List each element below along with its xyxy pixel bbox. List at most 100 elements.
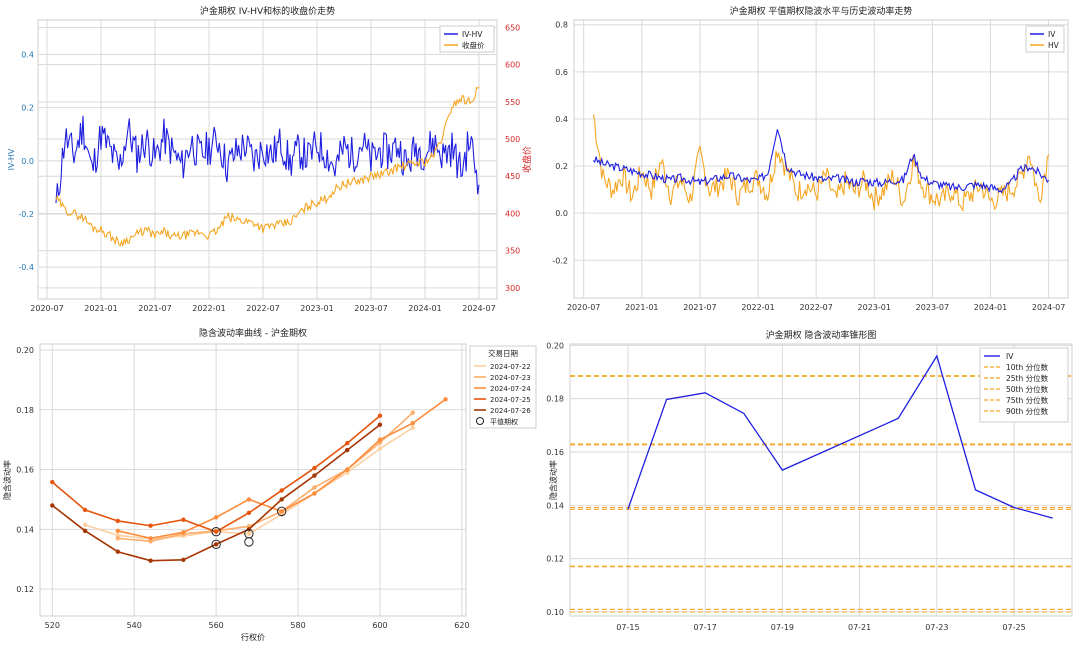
y2-tick-label: 350 bbox=[505, 247, 520, 256]
x-tick-label: 600 bbox=[372, 621, 387, 630]
y-tick-label: 0.0 bbox=[21, 157, 34, 166]
y2-tick-label: 550 bbox=[505, 98, 520, 107]
chart-panel-vol-cone: 07-15 07-17 07-19 07-21 07-23 07-25 0.10 0.12 0.… bbox=[540, 322, 1080, 646]
legend-label: 90th 分位数 bbox=[1006, 406, 1049, 416]
y-tick-label: 0.20 bbox=[16, 346, 34, 355]
x-tick-label: 07-25 bbox=[1002, 623, 1025, 632]
y-tick-label: 0.4 bbox=[21, 51, 34, 60]
x-tick-label: 560 bbox=[208, 621, 223, 630]
y2-tick-label: 300 bbox=[505, 284, 520, 293]
y2-tick-label: 400 bbox=[505, 209, 520, 218]
series-point bbox=[246, 510, 252, 516]
legend-atm-swatch bbox=[476, 417, 484, 425]
y-tick-label: 0.18 bbox=[546, 395, 564, 404]
legend-label: 2024-07-24 bbox=[490, 385, 531, 393]
x-tick-label: 07-21 bbox=[848, 623, 871, 632]
series-point bbox=[377, 446, 383, 451]
y-tick-label: 0.0 bbox=[555, 209, 568, 218]
series-point bbox=[312, 473, 317, 478]
atm-marker bbox=[244, 537, 254, 547]
y-axis-label: 隐含波动率 bbox=[2, 460, 12, 500]
series-point bbox=[181, 530, 186, 535]
y-tick-label: -0.2 bbox=[18, 210, 34, 219]
y-tick-label: 0.16 bbox=[16, 466, 34, 475]
chart-panel-vol-smile: 520 540 560 580 600 620 0.12 0.14 0.16 0.18 0.20 隐含… bbox=[0, 322, 540, 646]
y-tick-label: 0.10 bbox=[546, 608, 564, 617]
series-line-close-price bbox=[55, 86, 480, 247]
series-point bbox=[279, 509, 284, 514]
chart-title: 沪金期权 隐含波动率锥形图 bbox=[766, 329, 877, 341]
series-point bbox=[115, 518, 121, 524]
series-point bbox=[148, 523, 153, 528]
series-point bbox=[115, 528, 121, 534]
y2-tick-label: 600 bbox=[505, 61, 520, 70]
x-tick-label: 2024-07 bbox=[462, 304, 495, 313]
series-line-iv bbox=[592, 129, 1050, 194]
series-point bbox=[443, 397, 448, 402]
series-point bbox=[115, 536, 121, 541]
y-tick-label: 0.20 bbox=[546, 341, 564, 350]
atm-marker bbox=[211, 527, 221, 537]
x-tick-label: 2024-01 bbox=[974, 303, 1007, 312]
y-axis-label: IV-HV bbox=[7, 148, 16, 170]
x-tick-label: 2021-01 bbox=[84, 304, 117, 313]
series-point bbox=[410, 410, 415, 415]
legend-label: HV bbox=[1048, 41, 1060, 50]
chart-iv-hv-trend: 2020-07 2021-01 2021-07 2022-01 2022-07 2023-… bbox=[552, 5, 1069, 312]
legend-box bbox=[979, 347, 1069, 423]
y-tick-label: -0.4 bbox=[18, 263, 34, 272]
x-tick-label: 2022-07 bbox=[246, 304, 279, 313]
series-point bbox=[181, 557, 186, 563]
y-tick-label: 0.6 bbox=[555, 68, 568, 77]
series-point bbox=[279, 497, 284, 502]
series-point bbox=[312, 465, 317, 471]
legend-box bbox=[1025, 25, 1065, 53]
chart-title: 沪金期权 IV-HV和标的收盘价走势 bbox=[200, 5, 335, 17]
series-line-hv bbox=[592, 114, 1050, 213]
y2-tick-label: 650 bbox=[505, 23, 520, 32]
chart-panel-iv-hv-trend: 2020-07 2021-01 2021-07 2022-01 2022-07 2023-… bbox=[540, 0, 1080, 320]
series-point bbox=[377, 437, 383, 442]
legend-label: 75th 分位数 bbox=[1006, 395, 1049, 405]
x-tick-label: 2024-01 bbox=[408, 304, 441, 313]
legend-label: 2024-07-22 bbox=[490, 363, 531, 371]
x-tick-label: 2023-01 bbox=[300, 304, 333, 313]
series-point bbox=[410, 425, 415, 430]
y-tick-label: 0.16 bbox=[546, 448, 564, 457]
x-tick-label: 2023-07 bbox=[354, 304, 387, 313]
chart-vol-smile: 520 540 560 580 600 620 0.12 0.14 0.16 0.18 0.20 隐含… bbox=[2, 327, 537, 642]
atm-marker bbox=[276, 506, 287, 517]
x-tick-label: 07-15 bbox=[616, 623, 639, 632]
x-tick-label: 2022-07 bbox=[799, 303, 832, 312]
legend-label: 10th 分位数 bbox=[1006, 362, 1049, 372]
series-point bbox=[345, 441, 350, 446]
series-point bbox=[377, 422, 383, 427]
legend-label: IV bbox=[1048, 30, 1056, 39]
x-tick-label: 2023-01 bbox=[858, 303, 891, 312]
y-tick-label: 0.12 bbox=[16, 585, 34, 594]
chart-title: 隐含波动率曲线 - 沪金期权 bbox=[199, 327, 307, 339]
x-axis-label: 行权价 bbox=[241, 632, 265, 642]
series-point bbox=[279, 488, 284, 493]
series-point bbox=[377, 413, 383, 418]
x-tick-label: 07-23 bbox=[925, 623, 948, 632]
legend-label: 平值期权 bbox=[490, 417, 518, 426]
legend-label: 收盘价 bbox=[462, 40, 485, 50]
x-tick-label: 520 bbox=[45, 621, 60, 630]
series-point bbox=[246, 497, 252, 502]
y-tick-label: 0.18 bbox=[16, 406, 34, 415]
series-point bbox=[213, 529, 219, 534]
series-point bbox=[246, 531, 252, 537]
legend-label: IV bbox=[1006, 352, 1014, 361]
y2-axis-label: 收盘价 bbox=[521, 146, 533, 173]
series-point bbox=[312, 491, 317, 496]
chart-panel-iv-hv-price: 2020-07 2021-01 2021-07 2022-01 2022-07 2023-… bbox=[0, 0, 540, 320]
chart-vol-cone: 07-15 07-17 07-19 07-21 07-23 07-25 0.10 0.12 0.… bbox=[546, 329, 1073, 632]
x-tick-label: 2020-07 bbox=[567, 303, 600, 312]
series-line-smile bbox=[117, 412, 414, 543]
x-tick-label: 07-19 bbox=[771, 623, 794, 632]
series-line-iv bbox=[627, 354, 1053, 519]
series-point bbox=[181, 517, 186, 522]
x-tick-label: 2021-07 bbox=[683, 303, 716, 312]
y-tick-label: 0.8 bbox=[555, 21, 568, 30]
